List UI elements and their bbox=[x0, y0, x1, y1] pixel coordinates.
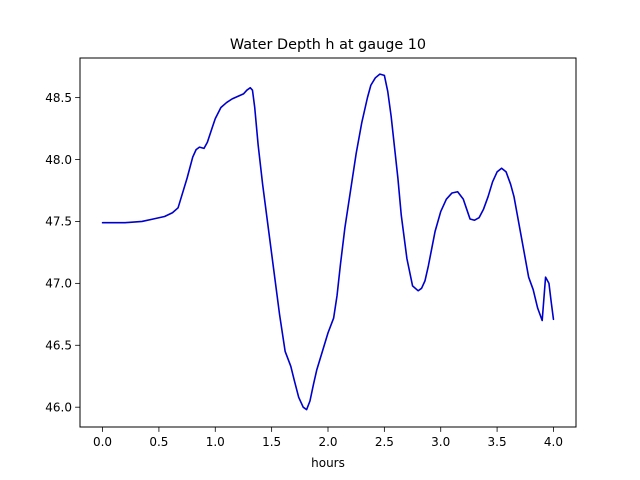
x-tick-label: 1.5 bbox=[262, 435, 281, 449]
x-tick-label: 1.0 bbox=[206, 435, 225, 449]
y-tick-label: 47.0 bbox=[45, 277, 72, 291]
x-tick-label: 0.0 bbox=[93, 435, 112, 449]
series-layer bbox=[101, 73, 555, 411]
x-tick-label: 3.5 bbox=[488, 435, 507, 449]
y-axis-ticks: 46.0 46.5 47.0 47.5 48.0 48.5 bbox=[45, 91, 80, 414]
x-tick-label: 2.5 bbox=[375, 435, 394, 449]
plot-frame bbox=[79, 57, 577, 428]
y-tick-label: 48.5 bbox=[45, 91, 72, 105]
y-tick-label: 46.0 bbox=[45, 400, 72, 414]
x-tick-label: 2.0 bbox=[318, 435, 337, 449]
chart-title: Water Depth h at gauge 10 bbox=[230, 37, 426, 53]
y-tick-label: 48.0 bbox=[45, 153, 72, 167]
x-tick-label: 4.0 bbox=[544, 435, 563, 449]
x-tick-label: 0.5 bbox=[149, 435, 168, 449]
plot-area bbox=[80, 58, 576, 427]
x-axis-label: hours bbox=[311, 456, 345, 470]
y-tick-label: 47.5 bbox=[45, 215, 72, 229]
x-axis-ticks: 0.0 0.5 1.0 1.5 2.0 2.5 3.0 3.5 4.0 bbox=[93, 427, 563, 449]
series-line bbox=[101, 73, 555, 411]
x-tick-label: 3.0 bbox=[431, 435, 450, 449]
y-tick-label: 46.5 bbox=[45, 339, 72, 353]
